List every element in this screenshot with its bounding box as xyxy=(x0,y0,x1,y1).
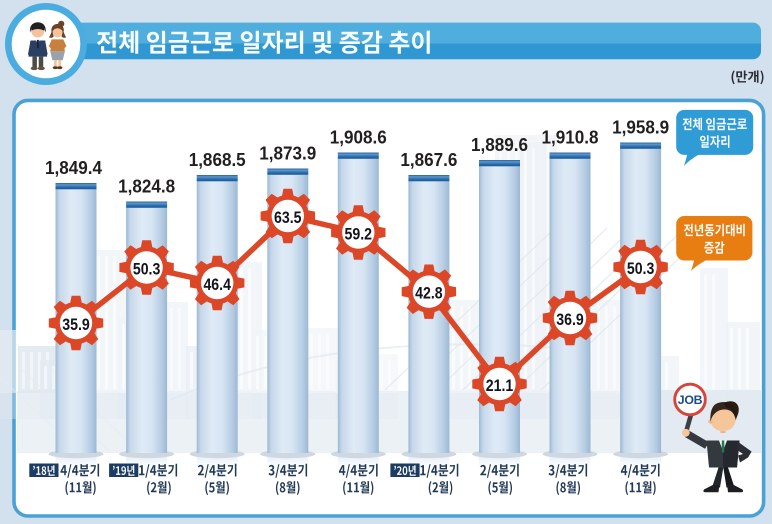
svg-text:1,908.6: 1,908.6 xyxy=(330,127,387,148)
svg-text:35.9: 35.9 xyxy=(62,315,90,334)
svg-text:1,824.8: 1,824.8 xyxy=(118,176,175,197)
svg-text:1,867.6: 1,867.6 xyxy=(400,149,457,170)
svg-text:1,873.9: 1,873.9 xyxy=(259,143,316,164)
svg-text:50.3: 50.3 xyxy=(627,259,655,278)
svg-text:JOB: JOB xyxy=(678,393,703,407)
svg-text:59.2: 59.2 xyxy=(345,224,373,243)
svg-text:36.9: 36.9 xyxy=(556,310,584,329)
svg-text:63.5: 63.5 xyxy=(274,208,302,227)
svg-text:50.3: 50.3 xyxy=(133,259,161,278)
svg-text:42.8: 42.8 xyxy=(415,284,443,303)
svg-text:21.1: 21.1 xyxy=(486,376,514,395)
svg-text:1,889.6: 1,889.6 xyxy=(471,134,528,155)
svg-text:1,868.5: 1,868.5 xyxy=(189,149,246,170)
svg-text:1,849.4: 1,849.4 xyxy=(45,157,103,178)
svg-text:1,958.9: 1,958.9 xyxy=(612,117,669,138)
svg-text:46.4: 46.4 xyxy=(203,275,231,294)
svg-text:1,910.8: 1,910.8 xyxy=(542,127,599,148)
